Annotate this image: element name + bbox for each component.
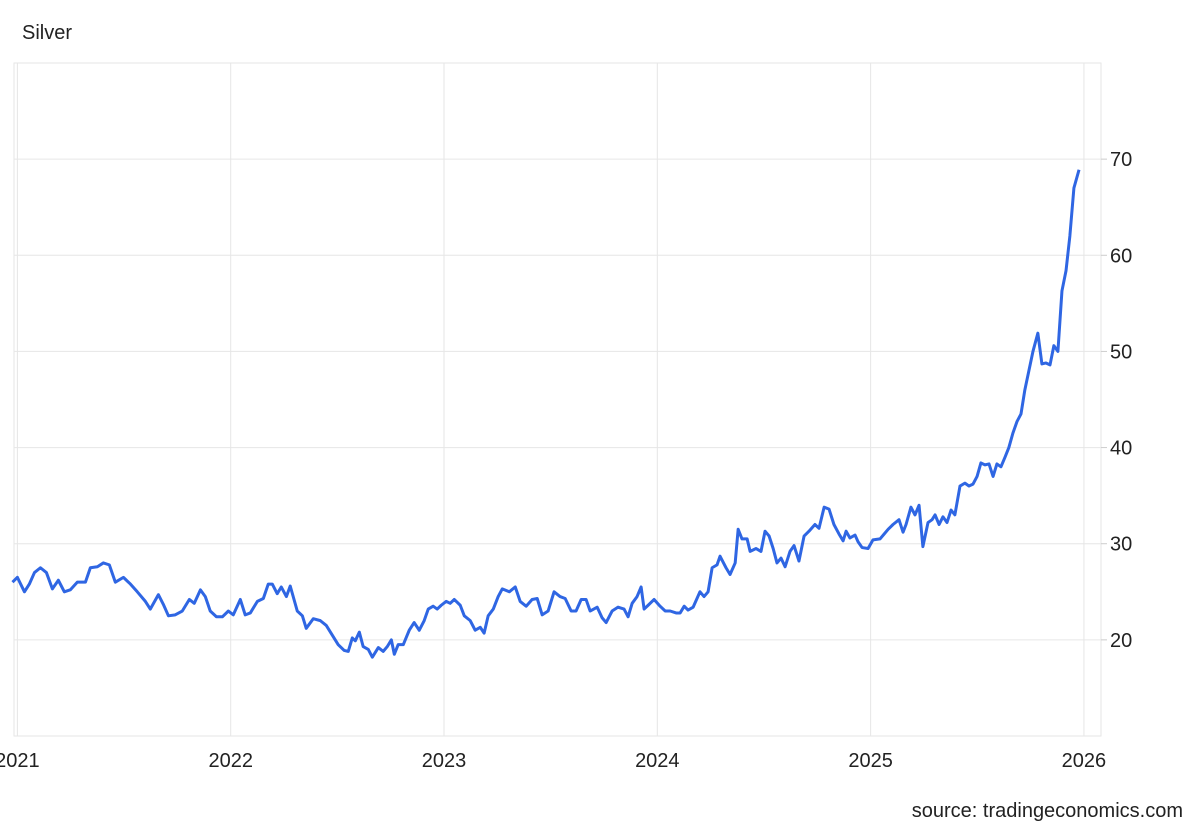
y-tick-label: 30: [1110, 534, 1132, 556]
y-tick-label: 60: [1110, 245, 1132, 267]
y-tick-label: 50: [1110, 341, 1132, 363]
plot-frame: [13, 62, 1102, 737]
y-tick-label: 20: [1110, 630, 1132, 652]
x-tick-label: 2022: [208, 750, 253, 772]
source-note: source: tradingeconomics.com: [912, 800, 1183, 822]
x-tick-label: 2025: [848, 750, 893, 772]
x-tick-label: 2024: [635, 750, 680, 772]
x-tick-label: 2021: [0, 750, 40, 772]
x-tick-label: 2023: [422, 750, 467, 772]
y-tick-label: 70: [1110, 149, 1132, 171]
price-line: [11, 169, 1081, 659]
chart-title: Silver: [22, 22, 72, 44]
x-tick-label: 2026: [1062, 750, 1107, 772]
y-tick-label: 40: [1110, 438, 1132, 460]
